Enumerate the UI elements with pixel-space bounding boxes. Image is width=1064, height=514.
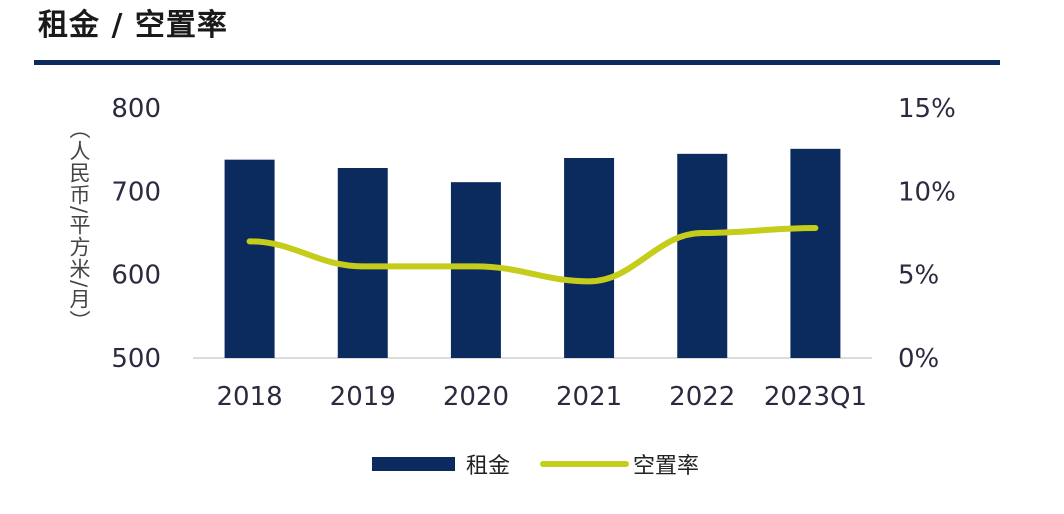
page-title: 租金 / 空置率	[38, 8, 228, 43]
line-vacancy	[246, 225, 819, 285]
x-tick-label: 2023Q1	[764, 382, 867, 412]
x-tick-label: 2019	[330, 382, 396, 412]
bar-rent	[790, 148, 841, 358]
y-tick-label: 600	[111, 261, 161, 291]
y-axis-label: （人民币/平方米/月）	[67, 118, 91, 333]
x-tick-label: 2021	[556, 382, 622, 412]
y-tick-label: 500	[111, 344, 161, 374]
x-tick-label: 2020	[443, 382, 509, 412]
y2-tick-label: 10%	[898, 177, 956, 207]
bar-rent	[677, 153, 728, 358]
bar-rent	[450, 182, 501, 358]
legend-swatch-rent	[372, 457, 455, 471]
y2-tick-label: 5%	[898, 261, 939, 291]
y2-tick-label: 0%	[898, 344, 939, 374]
x-tick-label: 2022	[669, 382, 735, 412]
legend-label-rent: 租金	[466, 454, 510, 479]
bar-rent	[224, 159, 275, 358]
y-tick-label: 800	[111, 94, 161, 124]
legend-label-vacancy: 空置率	[633, 454, 699, 479]
y2-tick-label: 15%	[898, 94, 956, 124]
x-tick-label: 2018	[216, 382, 282, 412]
bar-rent	[564, 158, 615, 358]
y-tick-label: 700	[111, 177, 161, 207]
title-underline	[34, 60, 1000, 65]
